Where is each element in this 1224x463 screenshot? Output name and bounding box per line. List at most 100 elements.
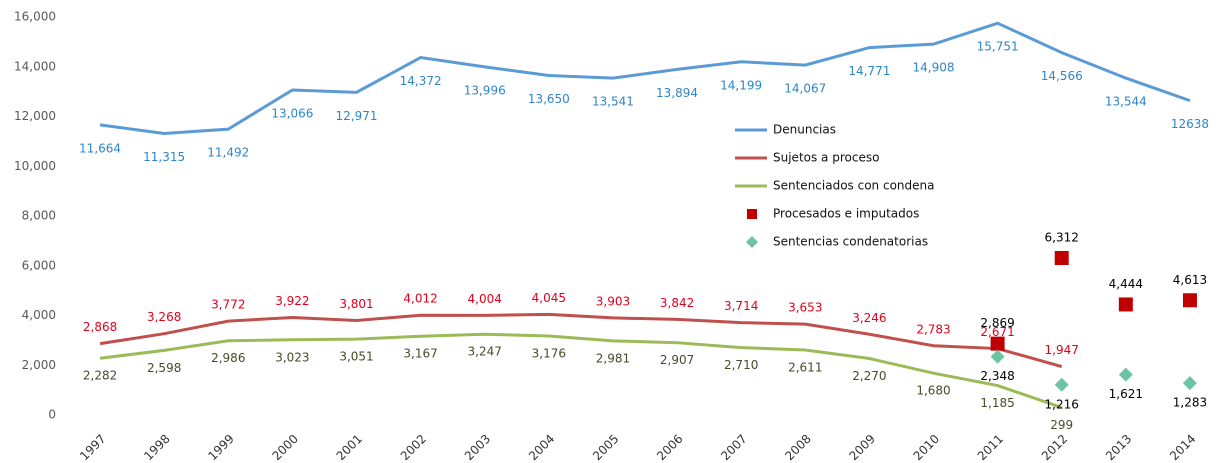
x-tick-label: 1999 xyxy=(205,432,236,463)
data-label: 14,067 xyxy=(784,82,826,96)
y-tick-label: 4,000 xyxy=(22,308,56,322)
data-label: 13,650 xyxy=(528,92,570,106)
data-label: 2,598 xyxy=(147,361,181,375)
data-label: 12,971 xyxy=(336,109,378,123)
data-label: 4,444 xyxy=(1109,277,1143,291)
data-label: 12638 xyxy=(1171,117,1209,131)
x-tick-label: 2008 xyxy=(782,432,813,463)
legend-swatch xyxy=(746,236,758,248)
marker xyxy=(1054,377,1069,392)
x-tick-label: 2013 xyxy=(1103,432,1134,463)
x-tick-label: 2000 xyxy=(269,432,300,463)
data-label: 299 xyxy=(1050,418,1073,432)
x-tick-label: 1997 xyxy=(77,432,108,463)
y-tick-label: 14,000 xyxy=(14,59,56,73)
x-tick-label: 2003 xyxy=(462,432,493,463)
data-label: 3,051 xyxy=(339,350,373,364)
data-label: 3,653 xyxy=(788,301,822,315)
x-tick-label: 2011 xyxy=(975,432,1006,463)
data-label: 14,566 xyxy=(1041,69,1083,83)
data-label: 1,947 xyxy=(1045,343,1079,357)
y-tick-label: 2,000 xyxy=(22,358,56,372)
data-label: 13,066 xyxy=(271,106,313,120)
legend-label: Procesados e imputados xyxy=(773,207,919,221)
data-label: 2,270 xyxy=(852,369,886,383)
data-label: 3,714 xyxy=(724,299,758,313)
data-label: 3,176 xyxy=(532,346,566,360)
marker xyxy=(1182,376,1197,391)
y-tick-label: 8,000 xyxy=(22,209,56,223)
data-label: 3,772 xyxy=(211,298,245,312)
x-tick-label: 2009 xyxy=(846,432,877,463)
legend-label: Sentenciados con condena xyxy=(773,179,934,193)
data-label: 3,247 xyxy=(468,345,502,359)
data-label: 2,710 xyxy=(724,358,758,372)
data-label: 3,246 xyxy=(852,311,886,325)
marker xyxy=(1118,367,1133,382)
line xyxy=(99,312,1063,369)
data-label: 2,868 xyxy=(83,320,117,334)
x-tick-label: 2010 xyxy=(911,432,942,463)
data-label: 3,842 xyxy=(660,296,694,310)
data-label: 2,986 xyxy=(211,351,245,365)
legend-label: Denuncias xyxy=(773,123,836,137)
y-tick-label: 12,000 xyxy=(14,109,56,123)
x-tick-label: 2014 xyxy=(1167,432,1198,463)
data-label: 4,045 xyxy=(532,291,566,305)
x-tick-label: 2012 xyxy=(1039,432,1070,463)
data-label: 1,216 xyxy=(1045,397,1079,411)
data-label: 3,922 xyxy=(275,294,309,308)
x-tick-label: 2005 xyxy=(590,432,621,463)
data-label: 14,199 xyxy=(720,78,762,92)
data-label: 1,621 xyxy=(1109,387,1143,401)
x-tick-label: 2001 xyxy=(334,432,365,463)
x-tick-label: 2004 xyxy=(526,432,557,463)
data-label: 13,996 xyxy=(464,83,506,97)
marker xyxy=(1054,250,1069,265)
line xyxy=(99,332,1063,409)
data-label: 2,611 xyxy=(788,361,822,375)
y-tick-label: 16,000 xyxy=(14,10,56,24)
legend-label: Sentencias condenatorias xyxy=(773,235,928,249)
data-label: 1,680 xyxy=(916,384,950,398)
data-label: 4,613 xyxy=(1173,273,1207,287)
data-label: 2,783 xyxy=(916,322,950,336)
data-label: 4,004 xyxy=(468,292,502,306)
data-label: 14,372 xyxy=(400,74,442,88)
data-label: 15,751 xyxy=(977,40,1019,54)
data-label: 3,801 xyxy=(339,297,373,311)
data-label: 2,981 xyxy=(596,351,630,365)
data-label: 2,671 xyxy=(980,325,1014,339)
data-label: 13,544 xyxy=(1105,95,1147,109)
data-label: 13,894 xyxy=(656,86,698,100)
line xyxy=(99,21,1191,136)
x-tick-label: 2002 xyxy=(398,432,429,463)
data-label: 1,185 xyxy=(980,396,1014,410)
data-label: 13,541 xyxy=(592,95,634,109)
x-tick-label: 2006 xyxy=(654,432,685,463)
x-tick-label: 2007 xyxy=(718,432,749,463)
y-tick-label: 10,000 xyxy=(14,159,56,173)
y-tick-label: 0 xyxy=(48,408,56,422)
legend-swatch xyxy=(747,209,757,219)
data-label: 3,268 xyxy=(147,310,181,324)
data-label: 14,771 xyxy=(848,64,890,78)
data-label: 3,167 xyxy=(403,347,437,361)
marker xyxy=(990,336,1005,351)
y-tick-label: 6,000 xyxy=(22,258,56,272)
data-label: 2,348 xyxy=(980,369,1014,383)
marker xyxy=(1118,297,1133,312)
data-label: 2,282 xyxy=(83,369,117,383)
x-tick-label: 1998 xyxy=(141,432,172,463)
marker xyxy=(990,349,1005,364)
data-label: 14,908 xyxy=(913,61,955,75)
data-label: 3,903 xyxy=(596,294,630,308)
data-label: 11,315 xyxy=(143,150,185,164)
data-label: 4,012 xyxy=(403,292,437,306)
data-label: 3,023 xyxy=(275,350,309,364)
data-label: 2,907 xyxy=(660,353,694,367)
data-label: 2,869 xyxy=(980,316,1014,330)
data-label: 1,283 xyxy=(1173,396,1207,410)
data-label: 6,312 xyxy=(1045,230,1079,244)
